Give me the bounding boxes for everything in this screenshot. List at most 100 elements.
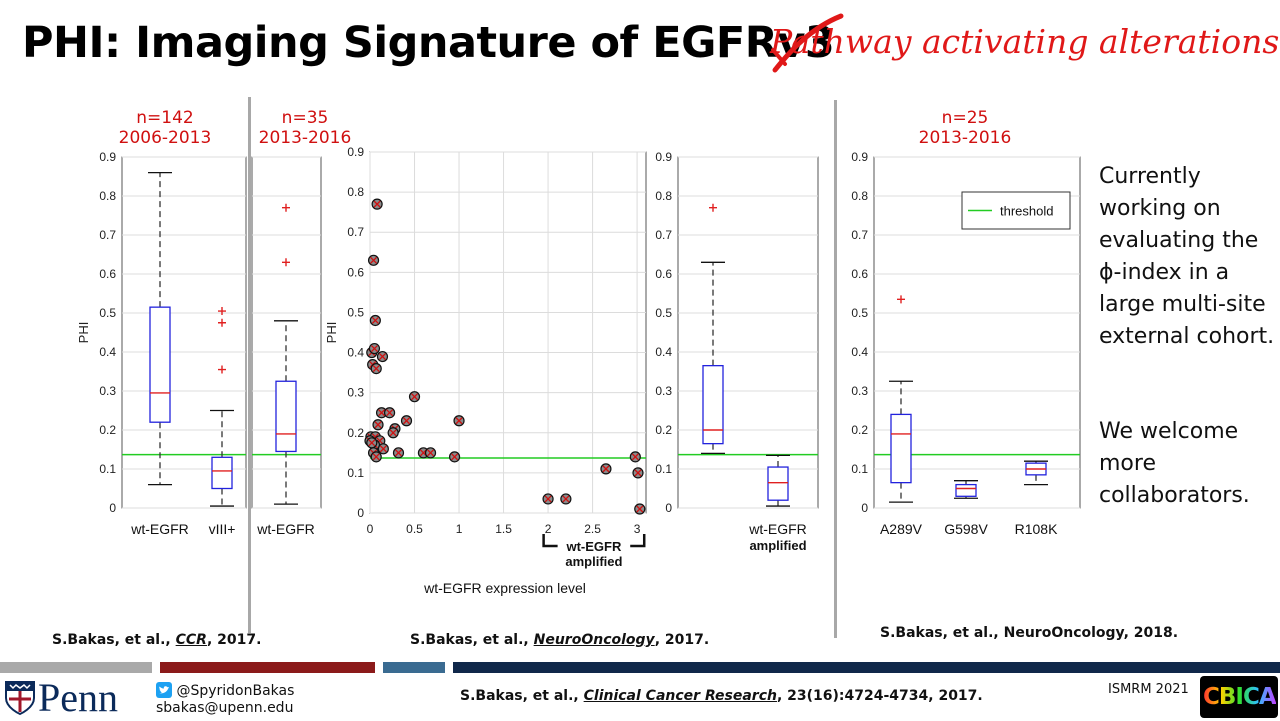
scatter-point-cross <box>373 200 381 208</box>
penn-logo: Penn <box>4 675 152 720</box>
y-tick-label: 0.7 <box>851 228 868 242</box>
outlier-marker <box>218 318 226 327</box>
citation-3: S.Bakas, et al., NeuroOncology, 2018. <box>880 625 1179 641</box>
scatter-point <box>367 254 380 266</box>
scatter-point-cross <box>602 465 610 473</box>
y-tick-label: 0.5 <box>99 306 116 320</box>
y-tick-label: 0.3 <box>347 386 364 400</box>
x-category-label: G598V <box>944 521 988 537</box>
scatter-point-cross <box>427 449 435 457</box>
slide-title: PHI: Imaging Signature of EGFRv3 <box>22 13 844 73</box>
scatter-point-cross <box>370 345 378 353</box>
scatter-point <box>453 415 465 427</box>
scatter-point-cross <box>544 495 552 503</box>
scatter-point-cross <box>562 495 570 503</box>
chart-box-mutations: 0 0.1 0.2 0.3 0.4 0.5 0.6 0.7 0.8 0.9 A289V G598V R1… <box>851 150 1081 537</box>
y-tick-label: 0.4 <box>655 345 672 359</box>
citation-1: S.Bakas, et al., CCR, 2017. <box>52 632 262 648</box>
outlier-marker <box>897 295 905 304</box>
box-group <box>701 203 725 455</box>
y-tick-label: 0.8 <box>851 189 868 203</box>
chart-scatter-expression: 0 0.1 0.2 0.3 0.4 0.5 0.6 0.7 0.8 0.9 PHI 0 0.5 1 1.5 2… <box>324 145 647 596</box>
scatter-point <box>371 198 383 210</box>
box-wt-EGFR <box>148 171 172 486</box>
penn-shield-icon <box>5 681 35 716</box>
x-tick-label: 3 <box>634 522 641 536</box>
legend-label: threshold <box>1000 204 1053 219</box>
chart-box-amplified: 0 0.1 0.2 0.3 0.4 0.5 0.6 0.7 0.8 0.9 wt-EGFRampli… <box>655 150 819 553</box>
amplified-bracket <box>542 534 646 548</box>
x-tick-label: 1.5 <box>495 522 512 536</box>
iqr-box <box>211 456 233 490</box>
x-category-label: wt-EGFR <box>130 521 189 537</box>
scatter-point <box>368 342 381 355</box>
y-tick-label: 0.8 <box>99 189 116 203</box>
box-vIII+ <box>210 307 234 507</box>
scatter-point-cross <box>368 439 376 447</box>
footer-bar-red <box>160 662 375 673</box>
scatter-point <box>560 493 572 505</box>
y-tick-label: 0.9 <box>99 150 116 164</box>
scatter-point <box>369 314 381 327</box>
scatter-point <box>408 391 421 403</box>
scatter-point <box>629 451 641 463</box>
title-replacement: Pathway activating alterations <box>770 22 1280 61</box>
panel1-label: n=142 2006-2013 <box>118 108 212 148</box>
cbica-logo: CBICA <box>1200 676 1278 718</box>
scatter-point-cross <box>374 421 382 429</box>
bracket-label-amplified: amplified <box>565 554 622 569</box>
scatter-point <box>372 419 384 431</box>
box-wt-EGFR <box>766 454 790 507</box>
title-main: PHI: Imaging Signature of EGFR <box>22 18 778 68</box>
y-tick-label: 0.1 <box>347 466 364 480</box>
y-tick-label: 0.3 <box>655 384 672 398</box>
box-G598V <box>954 480 978 499</box>
y-tick-label: 0.7 <box>347 225 364 239</box>
separator-2 <box>834 100 837 638</box>
email-link[interactable]: sbakas@upenn.edu <box>156 700 294 716</box>
x-category-label-2: amplified <box>749 538 806 553</box>
side-text-1: Currently working on evaluating the ϕ-in… <box>1099 164 1275 349</box>
scatter-point-cross <box>386 409 394 417</box>
y-tick-label: 0.4 <box>851 345 868 359</box>
y-tick-label: 0.5 <box>655 306 672 320</box>
box-A289V <box>889 295 913 503</box>
scatter-point-cross <box>634 469 642 477</box>
iqr-box <box>767 466 789 501</box>
scatter-point-cross <box>455 417 463 425</box>
twitter-handle-row[interactable]: @SpyridonBakas <box>156 682 294 699</box>
scatter-point <box>392 447 405 459</box>
title-struck-text: v3 <box>771 13 844 73</box>
outlier-marker <box>282 258 290 267</box>
scatter-point-cross <box>372 365 380 373</box>
scatter-point <box>448 451 461 463</box>
y-tick-label: 0.3 <box>851 384 868 398</box>
y-tick-label: 0.7 <box>99 228 116 242</box>
y-tick-label: 0 <box>861 501 868 515</box>
scatter-point <box>376 350 389 363</box>
scatter-point <box>377 443 389 455</box>
figure-canvas: 0 0.1 0.2 0.3 0.4 0.5 0.6 0.7 0.8 0.9 PHI wt-EGFR vI… <box>76 145 1081 596</box>
x-axis-label: wt-EGFR expression level <box>423 580 586 596</box>
y-axis-label: PHI <box>324 322 339 344</box>
footer-bar-gray <box>0 662 152 673</box>
scatter-point-cross <box>451 453 459 461</box>
plot-frame <box>121 156 247 509</box>
y-tick-label: 0 <box>109 501 116 515</box>
scatter-point-cross <box>389 429 397 437</box>
y-tick-label: 0.6 <box>99 267 116 281</box>
chart-box-wt-2013-2016: wt-EGFR <box>251 156 322 537</box>
scatter-point <box>632 467 644 479</box>
panel3-label: n=25 2013-2016 <box>918 108 1012 148</box>
y-tick-label: 0.8 <box>347 185 364 199</box>
outlier-marker <box>282 203 290 212</box>
scatter-point-cross <box>370 256 378 264</box>
strike-mark <box>771 13 844 73</box>
y-tick-label: 0.5 <box>347 305 364 319</box>
iqr-box <box>275 380 297 453</box>
citation-2: S.Bakas, et al., NeuroOncology, 2017. <box>410 632 710 648</box>
penn-wordmark: Penn <box>38 675 118 720</box>
x-tick-label: 0.5 <box>406 522 423 536</box>
x-category-label: A289V <box>880 521 923 537</box>
footer-bar-blue <box>383 662 445 673</box>
